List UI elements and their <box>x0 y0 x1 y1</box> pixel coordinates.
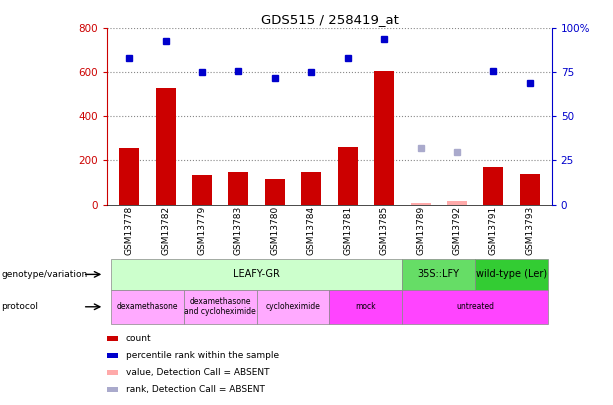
Bar <box>184 290 257 324</box>
Text: value, Detection Call = ABSENT: value, Detection Call = ABSENT <box>126 368 269 377</box>
Bar <box>265 179 285 205</box>
Bar <box>192 175 212 205</box>
Text: 35S::LFY: 35S::LFY <box>418 269 460 279</box>
Bar <box>402 290 548 324</box>
Bar <box>447 201 467 205</box>
Bar <box>475 259 548 290</box>
Bar <box>330 290 402 324</box>
Title: GDS515 / 258419_at: GDS515 / 258419_at <box>261 13 398 26</box>
Text: LEAFY-GR: LEAFY-GR <box>233 269 280 279</box>
Bar <box>111 290 184 324</box>
Bar <box>301 172 321 205</box>
Text: count: count <box>126 334 151 343</box>
Bar <box>411 203 430 205</box>
Text: genotype/variation: genotype/variation <box>1 270 88 279</box>
Text: untreated: untreated <box>456 302 494 311</box>
Bar <box>156 88 175 205</box>
Text: rank, Detection Call = ABSENT: rank, Detection Call = ABSENT <box>126 385 265 394</box>
Bar <box>111 259 402 290</box>
Text: mock: mock <box>356 302 376 311</box>
Bar <box>257 290 330 324</box>
Bar <box>374 71 394 205</box>
Bar <box>338 147 358 205</box>
Text: dexamethasone: dexamethasone <box>116 302 178 311</box>
Bar <box>402 259 475 290</box>
Text: protocol: protocol <box>1 302 38 311</box>
Bar <box>520 174 540 205</box>
Text: percentile rank within the sample: percentile rank within the sample <box>126 351 279 360</box>
Text: wild-type (Ler): wild-type (Ler) <box>476 269 547 279</box>
Bar <box>119 148 139 205</box>
Bar <box>229 172 248 205</box>
Bar <box>484 166 503 205</box>
Text: cycloheximide: cycloheximide <box>265 302 321 311</box>
Text: dexamethasone
and cycloheximide: dexamethasone and cycloheximide <box>185 297 256 316</box>
